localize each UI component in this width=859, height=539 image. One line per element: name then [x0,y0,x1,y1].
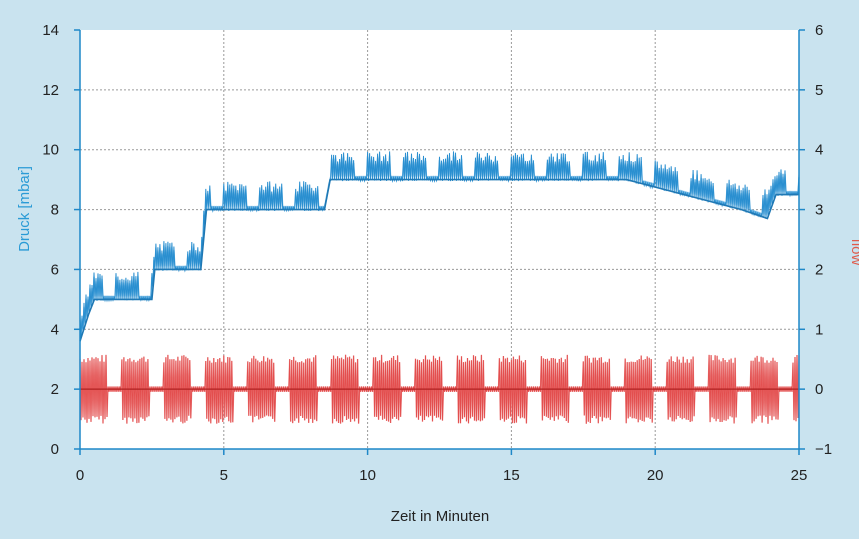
x-tick-label: 0 [76,467,84,484]
x-tick-label: 25 [791,467,808,484]
y-left-tick-label: 4 [51,321,59,338]
pressure-baseline [79,178,799,342]
y-axis-right-label: flow [848,239,859,266]
x-axis-label: Zeit in Minuten [391,508,489,525]
y-left-tick-label: 10 [42,142,59,159]
y-right-tick-label: 3 [815,202,823,219]
pressure-series-line [79,151,800,339]
y-right-tick-label: 2 [815,261,823,278]
y-right-tick-label: 0 [815,381,823,398]
x-tick-label: 10 [359,467,376,484]
y-right-tick-label: 5 [815,82,823,99]
y-left-tick-label: 14 [42,22,59,39]
x-tick-label: 20 [647,467,664,484]
x-tick-label: 15 [503,467,520,484]
flow-series-line [79,354,800,424]
y-left-tick-label: 6 [51,261,59,278]
y-right-tick-label: 4 [815,142,823,159]
y-left-tick-label: 12 [42,82,59,99]
y-left-tick-label: 8 [51,202,59,219]
y-right-tick-label: −1 [815,441,832,458]
y-right-tick-label: 1 [815,321,823,338]
x-tick-label: 5 [220,467,228,484]
series [79,151,800,424]
y-axis-left-label: Druck [mbar] [16,166,33,252]
y-right-tick-label: 6 [815,22,823,39]
y-left-tick-label: 0 [51,441,59,458]
y-left-tick-label: 2 [51,381,59,398]
